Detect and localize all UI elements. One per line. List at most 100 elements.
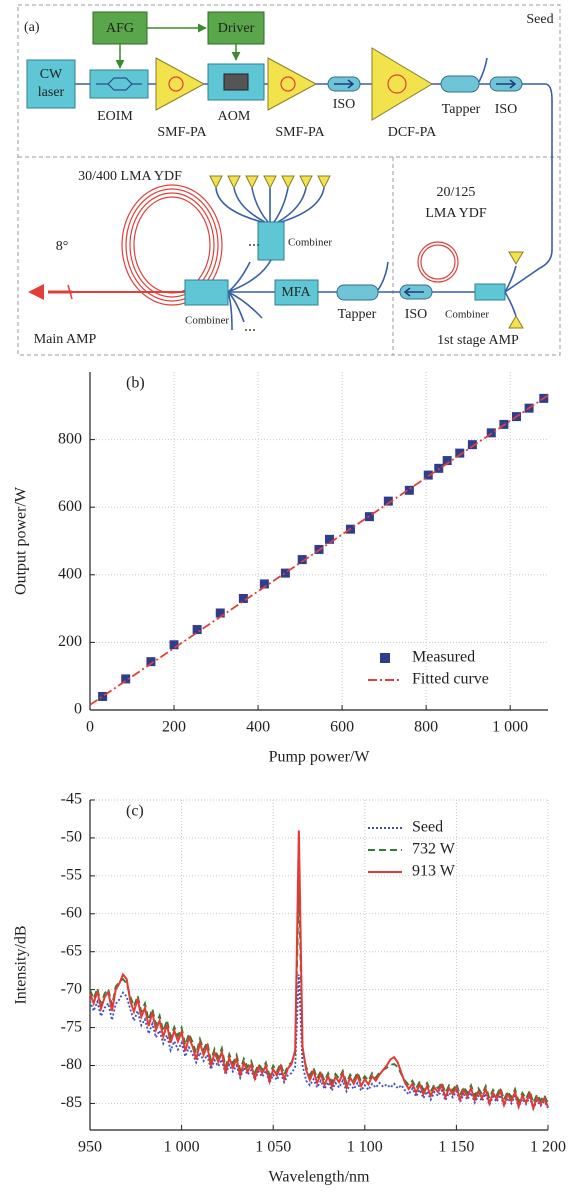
x-tick-label: 1 000 [164, 1139, 200, 1156]
fiber-coil [387, 74, 407, 94]
component-label: Combiner [185, 315, 229, 327]
x-tick-label: 1 100 [347, 1139, 383, 1156]
panel-label: (b) [126, 375, 145, 392]
y-tick-label: -60 [61, 904, 82, 921]
section-label: Main AMP [34, 332, 97, 347]
data-point [467, 440, 477, 450]
component-label: Tapper [338, 307, 377, 322]
dot [257, 244, 259, 246]
x-tick-label: 0 [86, 719, 94, 736]
data-point [423, 470, 433, 480]
tapper [440, 75, 480, 93]
x-tick-label: 1 000 [492, 719, 528, 736]
component-label: Combiner [288, 237, 332, 249]
modulator-icon [96, 77, 142, 91]
fiber [75, 83, 553, 293]
data-point [146, 657, 156, 667]
data-point [98, 691, 108, 701]
series-line [89, 883, 549, 1106]
coil-loop [129, 192, 215, 298]
isolator-arrow [334, 79, 355, 89]
pump-fiber [504, 265, 517, 317]
fiber [478, 57, 488, 83]
data-point [238, 593, 248, 603]
data-point [442, 456, 452, 466]
y-tick-label: -45 [61, 791, 82, 808]
series-line [89, 394, 549, 706]
legend-label: 732 W [412, 841, 456, 858]
data-point [215, 608, 225, 618]
component-label: MFA [281, 285, 311, 300]
legend-marker [380, 653, 390, 663]
component-label: SMF-PA [275, 125, 325, 140]
component-label: DCF-PA [388, 125, 437, 140]
series-line [89, 974, 549, 1112]
data-point [297, 555, 307, 565]
panel-frame [17, 4, 561, 356]
x-tick-label: 400 [246, 719, 270, 736]
y-tick-label: -50 [61, 829, 82, 846]
x-tick-label: 800 [414, 719, 438, 736]
y-tick-label: 400 [58, 565, 82, 582]
y-tick-label: 600 [58, 498, 82, 515]
legend-label: Fitted curve [412, 671, 489, 688]
dot [253, 329, 255, 331]
output-arrow [28, 284, 44, 300]
x-tick-label: 1 200 [530, 1139, 566, 1156]
panel-label: (a) [24, 20, 40, 35]
tapper [336, 284, 379, 301]
coil-loop [121, 184, 223, 306]
data-point [169, 640, 179, 650]
data-point [455, 448, 465, 458]
component-label: ISO [333, 97, 356, 112]
y-tick-label: -55 [61, 867, 82, 884]
component-label: Driver [218, 21, 255, 36]
y-tick-label: -70 [61, 980, 82, 997]
angle-cleave [67, 284, 73, 300]
pump-fiber [227, 259, 272, 331]
data-point [121, 674, 131, 684]
pump-diodes [209, 175, 331, 223]
component-label: ISO [495, 102, 518, 117]
x-tick-label: 1 150 [438, 1139, 474, 1156]
mfa-box [274, 279, 319, 306]
fiber [377, 261, 389, 291]
fiber-coil [168, 76, 184, 92]
y-axis-title: Intensity/dB [13, 925, 30, 1004]
fiber-label: 30/400 LMA YDF [78, 169, 182, 184]
component-label: ISO [405, 307, 428, 322]
coil-loop [125, 188, 219, 302]
component-label: laser [38, 85, 65, 100]
fiber-label: 20/125 [437, 185, 476, 200]
fiber-coil [280, 76, 296, 92]
pump-fiber [215, 187, 325, 223]
section-label: Seed [526, 12, 553, 27]
x-tick-label: 1 050 [255, 1139, 291, 1156]
diode [209, 175, 331, 190]
isolator-arrow [496, 79, 517, 89]
data-point [325, 534, 335, 544]
combiner-box [184, 279, 229, 306]
amplifier [267, 57, 318, 111]
data-point [259, 579, 269, 589]
diagram: (a) Seed AFG Driver CW laser EOIM SMF-PA… [17, 4, 561, 356]
x-axis-title: Pump power/W [269, 749, 371, 766]
x-tick-label: 600 [330, 719, 354, 736]
y-tick-label: -80 [61, 1056, 82, 1073]
main-coil [121, 184, 223, 306]
legend-label: 913 W [412, 863, 456, 880]
component-label: AOM [218, 109, 251, 124]
coil-loop [417, 241, 459, 283]
y-tick-label: -85 [61, 1094, 82, 1111]
series-line [89, 830, 549, 1112]
x-tick-label: 950 [78, 1139, 102, 1156]
x-axis-title: Wavelength/nm [269, 1169, 370, 1186]
legend-label: Measured [412, 649, 475, 666]
amplifier [371, 47, 433, 121]
cw-laser-box [26, 59, 76, 109]
section-label: 1st stage AMP [437, 333, 519, 348]
ellipsis [245, 244, 259, 331]
combiner-box [257, 221, 285, 261]
